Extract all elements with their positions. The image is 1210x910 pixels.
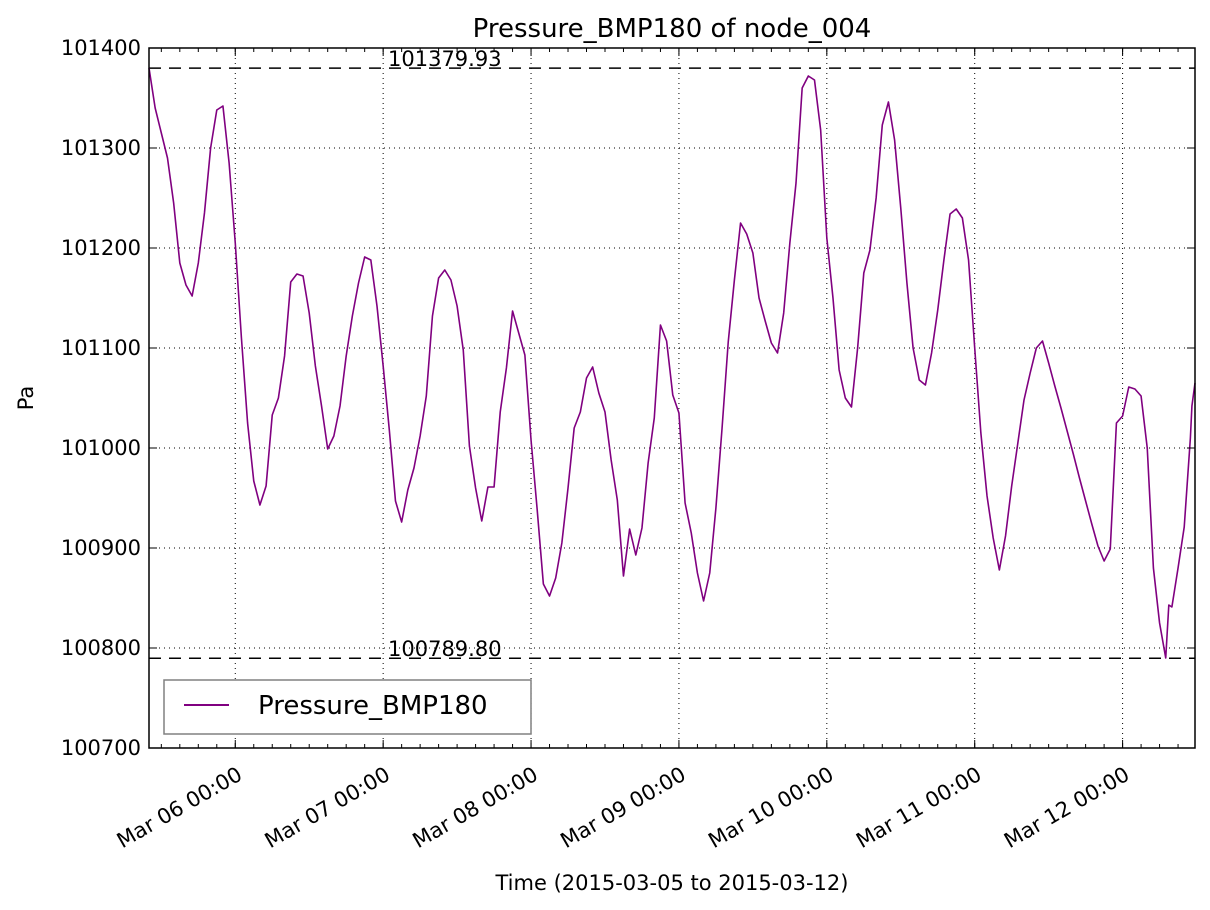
- legend-box: [163, 679, 532, 735]
- y-axis: 100700 100800 100900 101000 101100 101200 1013…: [61, 36, 1195, 760]
- series-layer: [148, 67, 1196, 659]
- y-tick-label: 100900: [61, 536, 141, 560]
- y-tick-label: 101100: [61, 336, 141, 360]
- y-tick-label: 101000: [61, 436, 141, 460]
- y-tick-label: 100800: [61, 636, 141, 660]
- y-axis-label: Pa: [14, 386, 38, 411]
- plot-frame: [148, 47, 1196, 749]
- reference-line-label: 100789.80: [388, 637, 502, 661]
- grid: [149, 48, 1195, 748]
- legend-label: Pressure_BMP180: [258, 691, 488, 721]
- y-tick-label: 101200: [61, 236, 141, 260]
- reference-lines: 101379.93 100789.80: [149, 47, 1195, 661]
- y-tick-label: 100700: [61, 736, 141, 760]
- legend: Pressure_BMP180: [163, 679, 532, 735]
- chart-title: Pressure_BMP180 of node_004: [473, 14, 872, 44]
- y-tick-label: 101400: [61, 36, 141, 60]
- y-tick-label: 101300: [61, 136, 141, 160]
- x-axis-label: Time (2015-03-05 to 2015-03-12): [495, 871, 849, 895]
- series-line: [148, 67, 1196, 659]
- reference-line-label: 101379.93: [388, 47, 502, 71]
